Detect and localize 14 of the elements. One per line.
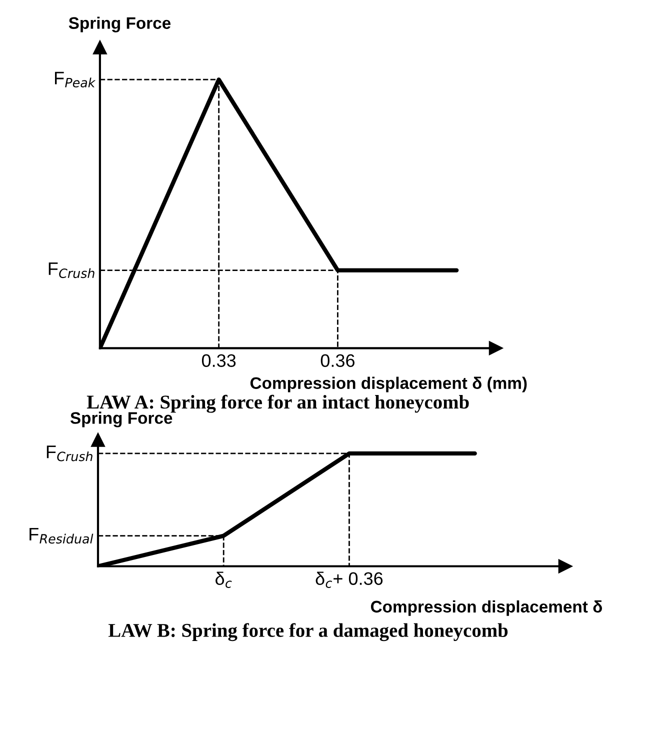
ref-line-label: F$_{Crush}$ xyxy=(48,262,94,278)
y-axis-title: Spring Force xyxy=(68,16,171,32)
y-axis-title: Spring Force xyxy=(70,412,172,428)
ref-line-label: F$_{Residual}$ xyxy=(30,528,94,544)
text: LAW B: Spring force for a damaged honeycomb xyxy=(108,623,508,642)
x-axis-title: Compression displacement δ (mm) xyxy=(250,376,527,392)
x-tick-label: δ$_{c}$ xyxy=(216,572,232,588)
ref-line-label: F$_{Peak}$ xyxy=(55,72,96,88)
x-tick-label: 0.36 xyxy=(320,354,354,367)
ref-line-label: F$_{Crush}$ xyxy=(46,446,92,462)
x-axis-title: Compression displacement δ xyxy=(370,600,602,616)
text: LAW A: Spring force for an intact honeycomb xyxy=(86,394,469,413)
x-tick-label: δ$_{c}$+ 0.36 xyxy=(316,572,383,588)
x-tick-label: 0.33 xyxy=(202,354,236,367)
